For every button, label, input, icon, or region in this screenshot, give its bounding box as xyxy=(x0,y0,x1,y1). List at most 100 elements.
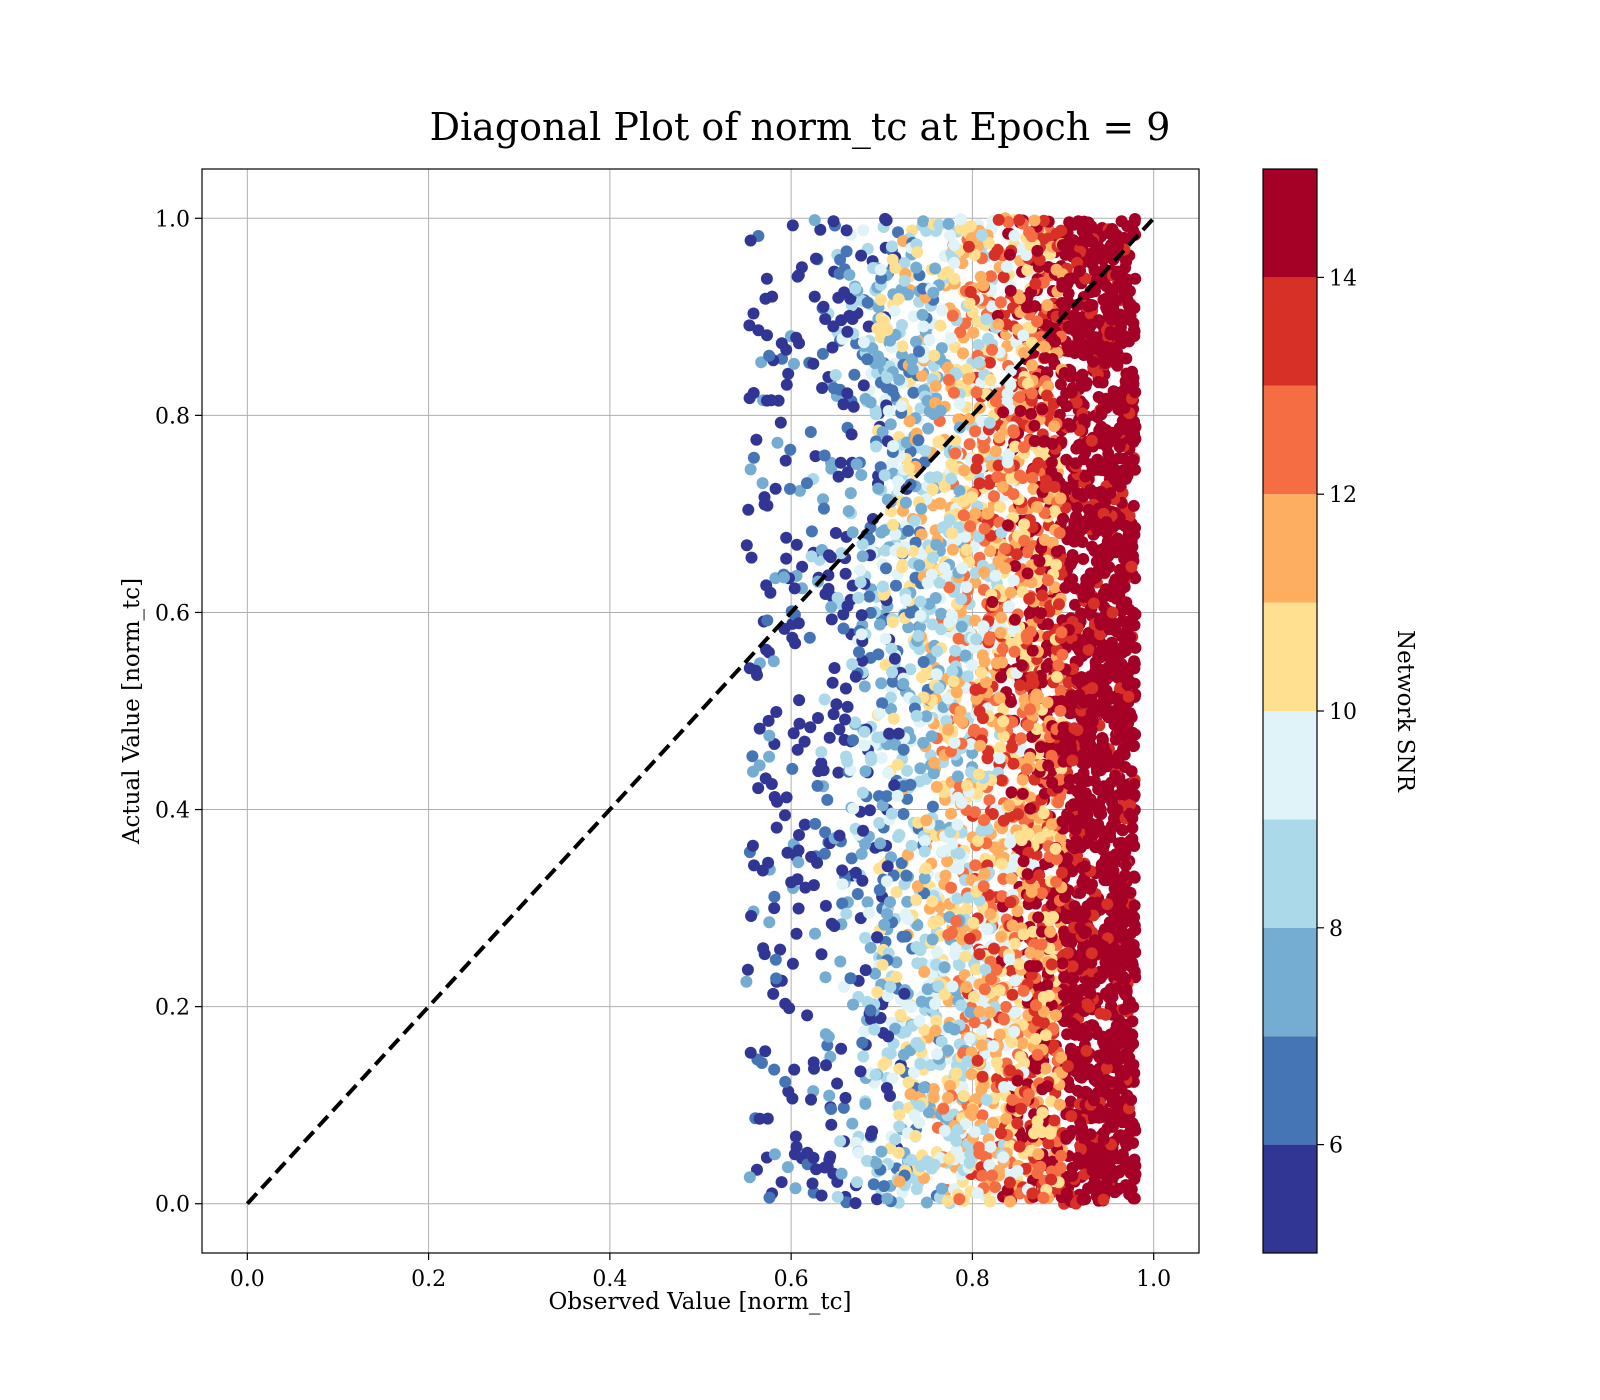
scatter-point xyxy=(780,791,793,804)
scatter-point xyxy=(1054,492,1067,505)
scatter-point xyxy=(881,908,893,920)
scatter-point xyxy=(790,927,803,940)
scatter-point xyxy=(1070,396,1083,409)
scatter-point xyxy=(986,1169,999,1182)
scatter-point xyxy=(1098,874,1111,887)
scatter-point xyxy=(768,902,781,915)
scatter-point xyxy=(1048,505,1061,518)
scatter-point xyxy=(1065,386,1078,399)
scatter-point xyxy=(925,568,938,581)
scatter-point xyxy=(880,562,892,575)
scatter-point xyxy=(1125,535,1138,548)
scatter-point xyxy=(935,623,948,636)
scatter-point xyxy=(942,1044,954,1057)
scatter-point xyxy=(845,852,858,865)
scatter-point xyxy=(1026,472,1039,484)
scatter-point xyxy=(960,903,973,916)
scatter-point xyxy=(807,1151,820,1164)
scatter-point xyxy=(1000,1000,1012,1013)
scatter-point xyxy=(838,733,851,746)
scatter-point xyxy=(1128,870,1140,883)
scatter-point xyxy=(948,341,961,353)
scatter-point xyxy=(1021,264,1034,277)
scatter-point xyxy=(747,307,760,320)
scatter-point xyxy=(1094,1085,1107,1098)
scatter-point xyxy=(1026,359,1038,372)
scatter-point xyxy=(818,847,831,860)
scatter-point xyxy=(1068,722,1081,735)
scatter-point xyxy=(1027,677,1040,690)
scatter-point xyxy=(1124,886,1137,899)
scatter-point xyxy=(884,418,897,431)
scatter-point xyxy=(854,564,866,577)
scatter-point xyxy=(869,967,882,980)
scatter-point xyxy=(807,357,820,370)
scatter-point xyxy=(983,1006,996,1019)
scatter-point xyxy=(1095,808,1108,820)
scatter-point xyxy=(1127,435,1140,448)
scatter-point xyxy=(1091,463,1104,476)
scatter-point xyxy=(1082,643,1095,656)
scatter-point xyxy=(1084,817,1097,830)
scatter-point xyxy=(841,700,854,713)
scatter-point xyxy=(1033,555,1046,568)
scatter-point xyxy=(970,633,983,646)
scatter-point xyxy=(801,1009,814,1022)
scatter-point xyxy=(1105,313,1118,326)
scatter-point xyxy=(926,895,939,908)
scatter-point xyxy=(832,766,845,779)
scatter-point xyxy=(872,482,885,495)
scatter-point xyxy=(898,274,911,287)
scatter-point xyxy=(892,226,904,239)
scatter-point xyxy=(805,550,818,563)
scatter-point xyxy=(798,818,811,831)
scatter-point xyxy=(1128,778,1141,791)
scatter-point xyxy=(911,880,924,893)
scatter-point xyxy=(856,538,869,551)
scatter-point xyxy=(990,657,1003,670)
scatter-point xyxy=(834,955,847,968)
scatter-point xyxy=(801,477,813,490)
scatter-point xyxy=(1025,230,1038,243)
scatter-point xyxy=(836,897,849,910)
scatter-point xyxy=(1119,859,1132,872)
scatter-point xyxy=(1050,545,1063,558)
scatter-point xyxy=(969,859,982,872)
scatter-point xyxy=(1037,1191,1050,1204)
scatter-point xyxy=(918,456,931,469)
scatter-point xyxy=(900,869,913,882)
scatter-point xyxy=(1037,1005,1050,1018)
scatter-point xyxy=(798,735,811,748)
scatter-point xyxy=(920,1196,933,1209)
scatter-point xyxy=(874,837,887,850)
scatter-point xyxy=(1056,648,1069,661)
scatter-point xyxy=(890,579,902,592)
scatter-point xyxy=(1055,1051,1068,1064)
scatter-point xyxy=(1088,264,1101,277)
scatter-point xyxy=(910,261,923,274)
scatter-point xyxy=(835,1167,848,1180)
scatter-point xyxy=(1041,574,1054,587)
scatter-point xyxy=(1016,787,1029,800)
scatter-point xyxy=(763,750,776,763)
scatter-point xyxy=(823,731,836,744)
scatter-point xyxy=(899,930,912,943)
scatter-point xyxy=(1008,1025,1021,1038)
scatter-point xyxy=(856,786,869,799)
scatter-point xyxy=(1122,690,1135,703)
scatter-point xyxy=(770,706,783,718)
scatter-point xyxy=(1098,566,1111,579)
scatter-point xyxy=(1030,999,1042,1012)
scatter-point xyxy=(1107,385,1120,398)
scatter-point xyxy=(964,1147,977,1160)
scatter-point xyxy=(1121,678,1134,691)
scatter-point xyxy=(1034,831,1047,844)
scatter-point xyxy=(1009,974,1021,987)
scatter-point xyxy=(1100,392,1113,405)
scatter-point xyxy=(804,426,817,438)
scatter-point xyxy=(931,945,944,958)
scatter-point xyxy=(1114,321,1127,334)
scatter-point xyxy=(913,345,925,358)
scatter-point xyxy=(914,944,927,957)
scatter-point xyxy=(912,434,925,447)
